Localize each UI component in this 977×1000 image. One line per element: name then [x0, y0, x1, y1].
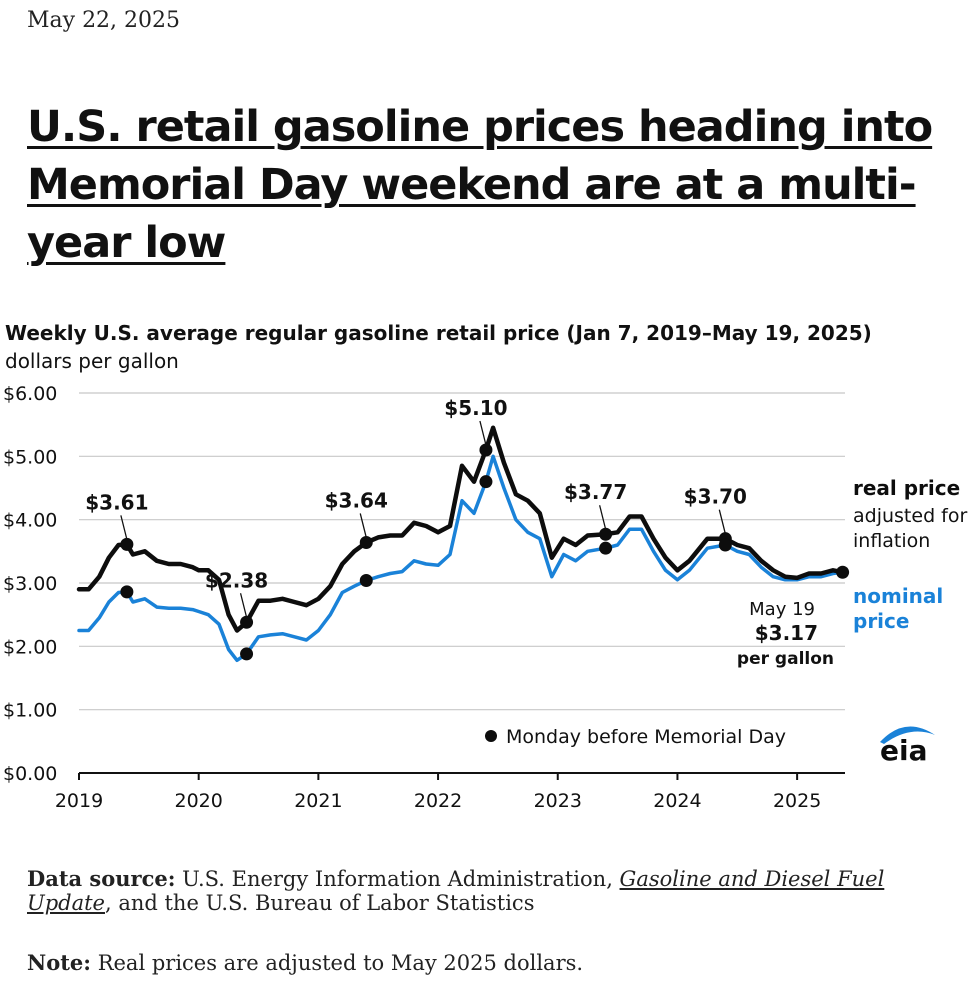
real-memorial-day-point: [120, 537, 134, 551]
nominal-memorial-day-point: [718, 538, 732, 552]
x-axis: 2019 2020 2021 2022 2023 2024 2025: [55, 772, 845, 812]
eia-logo-swoosh: [880, 726, 935, 744]
nominal-memorial-day-point: [120, 585, 134, 599]
end-annotation-value: $3.17: [755, 621, 818, 645]
annotation-leader: [718, 509, 726, 534]
nominal-price-label-line2: price: [853, 609, 909, 633]
note-label: Note:: [27, 950, 92, 975]
data-source-text-2: , and the U.S. Bureau of Labor Statistic…: [104, 891, 535, 915]
data-source-text-1: U.S. Energy Information Administration,: [175, 867, 620, 891]
y-tick-label: $6.00: [3, 383, 57, 405]
y-tick-label: $2.00: [3, 636, 57, 658]
series-lines: [76, 425, 845, 663]
x-tick-label: 2021: [294, 790, 342, 812]
eia-logo-text: eia: [880, 734, 927, 767]
legend-text: Monday before Memorial Day: [506, 726, 786, 748]
article-headline[interactable]: U.S. retail gasoline prices heading into…: [27, 102, 933, 268]
real-price-sublabel-line1: adjusted for: [853, 505, 967, 527]
memorial-day-points: [120, 443, 850, 661]
y-tick-label: $3.00: [3, 573, 57, 595]
nominal-memorial-day-point: [240, 647, 254, 661]
series-labels: real price adjusted for inflation nomina…: [853, 476, 967, 633]
real-memorial-day-point: [599, 527, 613, 541]
data-source: Data source: U.S. Energy Information Adm…: [27, 866, 957, 915]
y-axis-ticks: $0.00 $1.00 $2.00 $3.00 $4.00 $5.00 $6.00: [3, 383, 57, 785]
annotation-label: $3.77: [564, 480, 627, 504]
note: Note: Real prices are adjusted to May 20…: [27, 950, 957, 975]
nominal-price-line: [77, 454, 845, 663]
data-source-label: Data source:: [27, 866, 176, 891]
end-annotation: May 19 $3.17 per gallon: [737, 599, 834, 669]
y-tick-label: $0.00: [3, 763, 57, 785]
nominal-memorial-day-point: [359, 573, 373, 587]
nominal-memorial-day-point: [599, 541, 613, 555]
annotation-leader: [598, 505, 607, 530]
gasoline-price-chart: $0.00 $1.00 $2.00 $3.00 $4.00 $5.00 $6.00 2019…: [3, 383, 967, 812]
annotation-label: $3.64: [325, 488, 388, 512]
chart-title: Weekly U.S. average regular gasoline ret…: [5, 321, 872, 345]
grid-lines: [79, 392, 845, 711]
end-annotation-unit: per gallon: [737, 649, 834, 669]
x-tick-label: 2023: [534, 790, 582, 812]
eia-logo: eia: [880, 726, 935, 767]
annotation-label: $3.70: [684, 485, 747, 509]
chart-unit-label: dollars per gallon: [5, 349, 179, 373]
annotation-leader: [479, 420, 487, 446]
x-tick-label: 2022: [414, 790, 462, 812]
annotation-leader: [359, 513, 367, 538]
real-price-sublabel-line2: inflation: [853, 530, 930, 552]
nominal-memorial-day-point: [479, 475, 493, 489]
annotation-leader: [120, 515, 128, 540]
x-tick-label: 2024: [653, 790, 701, 812]
nominal-price-label-line1: nominal: [853, 584, 943, 608]
x-tick-label: 2020: [175, 790, 223, 812]
value-annotations: $3.61 $2.38 $3.64 $5.10 $3.77 $3.70: [85, 396, 747, 618]
legend: Monday before Memorial Day: [485, 726, 786, 748]
real-price-label: real price: [853, 476, 960, 500]
annotation-label: $5.10: [444, 396, 507, 420]
y-tick-label: $4.00: [3, 510, 57, 532]
end-annotation-date: May 19: [749, 599, 815, 620]
annotation-leader: [239, 593, 248, 618]
real-memorial-day-point: [836, 565, 850, 579]
y-tick-label: $1.00: [3, 700, 57, 722]
annotation-label: $3.61: [85, 490, 148, 514]
real-memorial-day-point: [240, 615, 254, 629]
real-memorial-day-point: [359, 535, 373, 549]
note-text: Real prices are adjusted to May 2025 dol…: [91, 951, 584, 975]
real-memorial-day-point: [479, 443, 493, 457]
x-tick-label: 2025: [773, 790, 821, 812]
real-price-line: [76, 425, 845, 633]
x-tick-label: 2019: [55, 790, 103, 812]
y-tick-label: $5.00: [3, 446, 57, 468]
article-date: May 22, 2025: [27, 8, 181, 33]
legend-marker: [485, 730, 497, 742]
annotation-label: $2.38: [205, 568, 268, 592]
data-source-link[interactable]: Gasoline and Diesel Fuel Update: [27, 867, 885, 915]
